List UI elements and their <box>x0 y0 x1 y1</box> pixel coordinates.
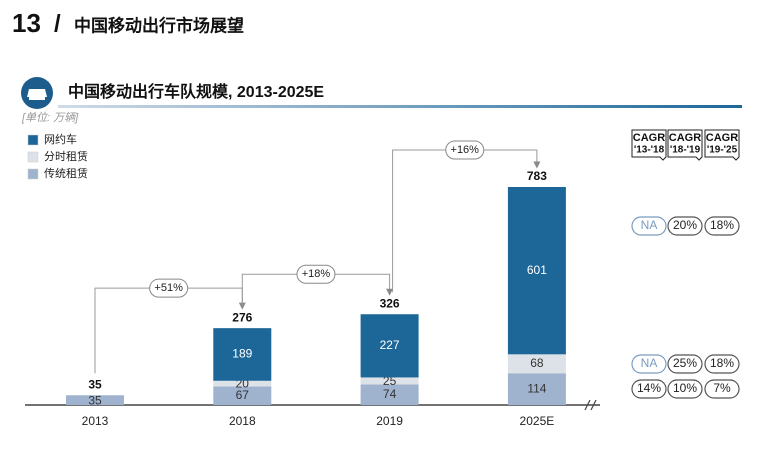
bar-segment <box>213 386 272 405</box>
segment-label: 25 <box>383 374 397 388</box>
cagr-value: 10% <box>673 381 697 395</box>
cagr-value: 20% <box>673 218 697 232</box>
cagr-value: NA <box>641 218 658 232</box>
page-title: 中国移动出行市场展望 <box>74 15 244 35</box>
cagr-header-box <box>631 129 667 161</box>
total-label: 35 <box>88 377 102 391</box>
total-label: 276 <box>232 310 252 324</box>
bar-segment <box>360 377 419 385</box>
legend-label: 分时租赁 <box>44 149 88 163</box>
bar-segment <box>360 314 419 378</box>
cagr-value: 7% <box>713 381 731 395</box>
icon-car <box>27 89 47 100</box>
x-tick-label: 2019 <box>376 414 403 428</box>
cagr-pill <box>704 216 740 236</box>
segment-label: 35 <box>88 393 102 407</box>
bar-segment <box>507 354 566 374</box>
legend-label: 网约车 <box>44 132 77 146</box>
cagr-value: 18% <box>710 356 734 370</box>
cagr-header-box <box>704 129 740 161</box>
cagr-pill <box>704 354 740 374</box>
legend-swatch <box>27 168 39 180</box>
slash: / <box>54 10 61 37</box>
x-tick-label: 2013 <box>82 414 109 428</box>
cagr-value: 18% <box>710 218 734 232</box>
bar-segment <box>213 328 272 381</box>
cagr-header-period: '13-'18 <box>634 145 665 156</box>
unit: [单位: 万辆] <box>21 111 79 124</box>
segment-label: 601 <box>527 263 547 277</box>
title-underline <box>58 105 742 108</box>
segment-label: 189 <box>232 347 252 361</box>
cagr-pill <box>631 354 667 374</box>
growth-pill <box>296 264 336 284</box>
cagr-pill <box>667 216 703 236</box>
segment-label: 68 <box>530 356 544 370</box>
bar-segment <box>213 380 272 387</box>
growth-label: +16% <box>451 144 480 156</box>
bar-segment <box>507 187 566 355</box>
chart-title: 中国移动出行车队规模, 2013-2025E <box>68 82 324 101</box>
legend-swatch <box>27 151 39 163</box>
legend-label: 传统租赁 <box>44 166 88 180</box>
page-number: 13 <box>12 8 41 38</box>
cagr-value: 14% <box>637 381 661 395</box>
bar-segment <box>66 395 124 405</box>
cagr-header-box <box>667 129 703 161</box>
bar-segment <box>507 373 566 405</box>
growth-label: +51% <box>154 282 183 294</box>
total-label: 326 <box>380 296 400 310</box>
cagr-pill <box>704 379 740 399</box>
legend-swatch <box>27 134 39 146</box>
cagr-pill <box>631 216 667 236</box>
cagr-header-title: CAGR <box>669 132 701 144</box>
x-tick-label: 2018 <box>229 414 256 428</box>
cagr-value: NA <box>641 356 658 370</box>
segment-label: 74 <box>383 387 397 401</box>
cagr-header-title: CAGR <box>633 132 665 144</box>
segment-label: 227 <box>380 338 400 352</box>
growth-label: +18% <box>302 268 331 280</box>
bar-segment <box>360 384 419 405</box>
axis-break <box>584 399 597 411</box>
cagr-pill <box>667 354 703 374</box>
segment-label: 114 <box>527 381 546 395</box>
cagr-value: 25% <box>673 356 697 370</box>
x-tick-label: 2025E <box>520 414 555 428</box>
growth-pill <box>445 140 485 160</box>
total-label: 783 <box>527 169 547 183</box>
cagr-header-title: CAGR <box>706 132 738 144</box>
cagr-header-period: '19-'25 <box>707 145 738 156</box>
cagr-header-period: '18-'19 <box>670 145 701 156</box>
cagr-pill <box>667 379 703 399</box>
cagr-pill <box>631 379 667 399</box>
growth-pill <box>149 278 189 298</box>
segment-label: 67 <box>236 388 250 402</box>
